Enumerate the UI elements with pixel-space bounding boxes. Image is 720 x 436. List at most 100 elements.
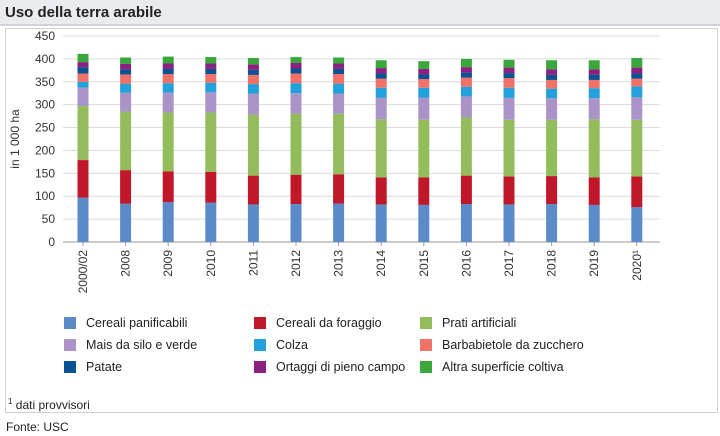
- bar-segment: [460, 67, 472, 73]
- bar-segment: [205, 82, 217, 93]
- bar-segment: [460, 72, 472, 78]
- bar-segment: [588, 204, 600, 242]
- bar-segment: [162, 73, 174, 84]
- bar-segment: [247, 84, 259, 94]
- bar-segment: [546, 204, 558, 242]
- bar-segment: [460, 117, 472, 176]
- bar-segment: [546, 119, 558, 177]
- x-tick-label: 2020¹: [630, 250, 644, 281]
- bar-segment: [205, 57, 217, 64]
- y-tick-label: 200: [35, 143, 55, 157]
- bar-segment: [460, 58, 472, 68]
- bar-segment: [375, 60, 387, 69]
- bar-segment: [205, 92, 217, 113]
- x-tick-label: 2015: [417, 250, 431, 277]
- bar-segment: [460, 77, 472, 87]
- bar-segment: [503, 97, 515, 120]
- bar-segment: [120, 83, 132, 93]
- bar-segment: [418, 74, 430, 80]
- bar-segment: [247, 93, 259, 115]
- bar-segment: [546, 74, 558, 80]
- bar-segment: [418, 68, 430, 75]
- bar-segment: [77, 62, 89, 68]
- bar-segment: [375, 73, 387, 79]
- bar-segment: [205, 63, 217, 69]
- bar-segment: [460, 96, 472, 118]
- bar-segment: [588, 88, 600, 99]
- bar-segment: [375, 97, 387, 120]
- y-tick-label: 100: [35, 189, 55, 203]
- bar-segment: [588, 69, 600, 75]
- bar-segment: [546, 98, 558, 120]
- bar-segment: [77, 67, 89, 74]
- bar-segment: [205, 73, 217, 83]
- bar-segment: [162, 63, 174, 69]
- bar-segment: [631, 176, 643, 208]
- y-tick-label: 400: [35, 52, 55, 66]
- bar-segment: [247, 204, 259, 242]
- bar-segment: [247, 64, 259, 70]
- bar-segment: [333, 63, 345, 69]
- bar-segment: [460, 204, 472, 242]
- bar-segment: [162, 56, 174, 64]
- bar-segment: [290, 63, 302, 69]
- bar-segment: [333, 57, 345, 64]
- bar-segment: [120, 111, 132, 171]
- bar-segment: [247, 69, 259, 75]
- bar-segment: [290, 73, 302, 84]
- bar-segment: [290, 204, 302, 242]
- bar-segment: [631, 67, 643, 74]
- bar-segment: [503, 87, 515, 98]
- bar-segment: [77, 73, 89, 82]
- bar-segment: [333, 93, 345, 114]
- y-tick-label: 300: [35, 98, 55, 112]
- bar-segment: [503, 59, 515, 68]
- bar-segment: [162, 92, 174, 113]
- bar-segment: [375, 119, 387, 178]
- bar-segment: [120, 170, 132, 204]
- bar-segment: [418, 119, 430, 178]
- bar-segment: [290, 93, 302, 114]
- y-tick-label: 0: [48, 235, 55, 249]
- x-tick-label: 2010: [204, 250, 218, 277]
- bar-segment: [290, 113, 302, 175]
- bar-segment: [162, 112, 174, 172]
- bar-segment: [460, 175, 472, 205]
- bar-segment: [247, 114, 259, 176]
- bar-segment: [375, 78, 387, 88]
- bar-segment: [631, 78, 643, 87]
- bar-segment: [333, 174, 345, 204]
- x-tick-label: 2009: [161, 250, 175, 277]
- y-tick-label: 50: [42, 212, 56, 226]
- footnote-text: dati provvisori: [15, 398, 90, 412]
- bar-segment: [120, 203, 132, 242]
- bar-segment: [77, 197, 89, 242]
- x-tick-label: 2011: [246, 250, 260, 276]
- bar-segment: [375, 68, 387, 74]
- x-tick-label: 2013: [332, 250, 346, 277]
- bar-segment: [77, 87, 89, 107]
- bar-segment: [588, 74, 600, 80]
- bar-segment: [631, 119, 643, 177]
- bar-segment: [375, 87, 387, 98]
- bar-segment: [588, 79, 600, 89]
- x-tick-label: 2014: [374, 250, 388, 277]
- bar-segment: [333, 83, 345, 94]
- x-tick-label: 2012: [289, 250, 303, 277]
- bar-segment: [503, 204, 515, 242]
- footnote: 1 dati provvisori: [8, 397, 90, 412]
- bar-segment: [503, 67, 515, 74]
- bar-segment: [588, 119, 600, 178]
- bar-segment: [588, 98, 600, 120]
- bar-segment: [205, 202, 217, 242]
- bar-segment: [120, 92, 132, 112]
- bar-segment: [418, 61, 430, 69]
- bar-segment: [290, 57, 302, 64]
- x-tick-label: 2008: [119, 250, 133, 277]
- x-tick-label: 2000/02: [76, 250, 90, 294]
- bar-segment: [375, 177, 387, 205]
- bar-segment: [375, 204, 387, 242]
- y-axis-label: in 1 000 ha: [8, 109, 22, 169]
- bar-segment: [77, 160, 89, 198]
- bar-segment: [460, 86, 472, 97]
